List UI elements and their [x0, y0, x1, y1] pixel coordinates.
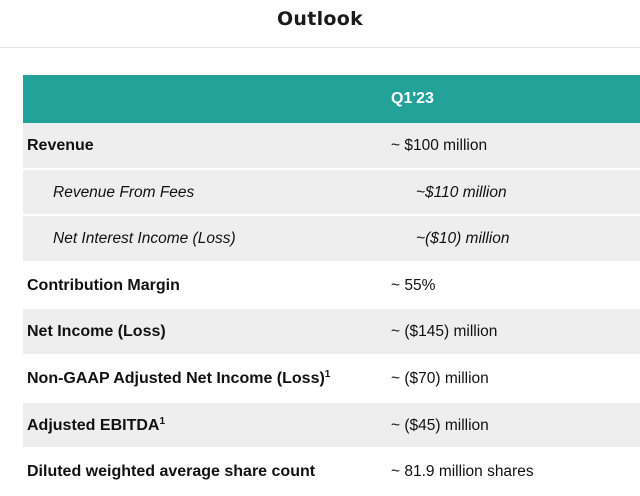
row-label: Contribution Margin: [27, 276, 180, 294]
row-label: Net Income (Loss): [27, 323, 166, 341]
table-row-contribution-margin: Contribution Margin ~ 55%: [23, 263, 640, 310]
title-divider: [0, 47, 640, 48]
page-title: Outlook: [276, 8, 364, 30]
row-value: ~ 55%: [391, 276, 436, 294]
row-value: ~ ($45) million: [391, 416, 489, 434]
table-row-revenue-from-fees: Revenue From Fees ~$110 million: [23, 169, 640, 217]
table-row-net-income: Net Income (Loss) ~ ($145) million: [23, 309, 640, 356]
row-value: ~ ($70) million: [391, 369, 489, 387]
footnote-marker: 1: [159, 415, 166, 427]
row-value: ~ ($145) million: [391, 323, 498, 341]
table-row-diluted-share-count: Diluted weighted average share count ~ 8…: [23, 449, 640, 496]
table-row-revenue: Revenue ~ $100 million: [23, 123, 640, 170]
table-row-adjusted-ebitda: Adjusted EBITDA1 ~ ($45) million: [23, 402, 640, 450]
row-label: Revenue: [27, 137, 94, 154]
row-value: ~$110 million: [416, 183, 507, 201]
row-value: ~ 81.9 million shares: [391, 463, 534, 481]
row-label: Diluted weighted average share count: [27, 463, 316, 481]
table-row-net-interest-income: Net Interest Income (Loss) ~($10) millio…: [23, 216, 640, 263]
row-value: ~($10) million: [416, 230, 510, 248]
row-label: Revenue From Fees: [53, 183, 195, 201]
row-label: Non-GAAP Adjusted Net Income (Loss)1: [27, 368, 331, 387]
row-label: Net Interest Income (Loss): [53, 230, 236, 248]
outlook-table: Q1'23 Revenue ~ $100 million Revenue Fro…: [23, 75, 640, 496]
table-header: Q1'23: [23, 75, 640, 123]
row-label: Adjusted EBITDA1: [27, 415, 166, 434]
footnote-marker: 1: [324, 368, 331, 380]
row-value: ~ $100 million: [391, 137, 488, 154]
column-header-q1-23: Q1'23: [391, 90, 434, 107]
table-row-non-gaap-adjusted-net-income: Non-GAAP Adjusted Net Income (Loss)1 ~ (…: [23, 356, 640, 403]
